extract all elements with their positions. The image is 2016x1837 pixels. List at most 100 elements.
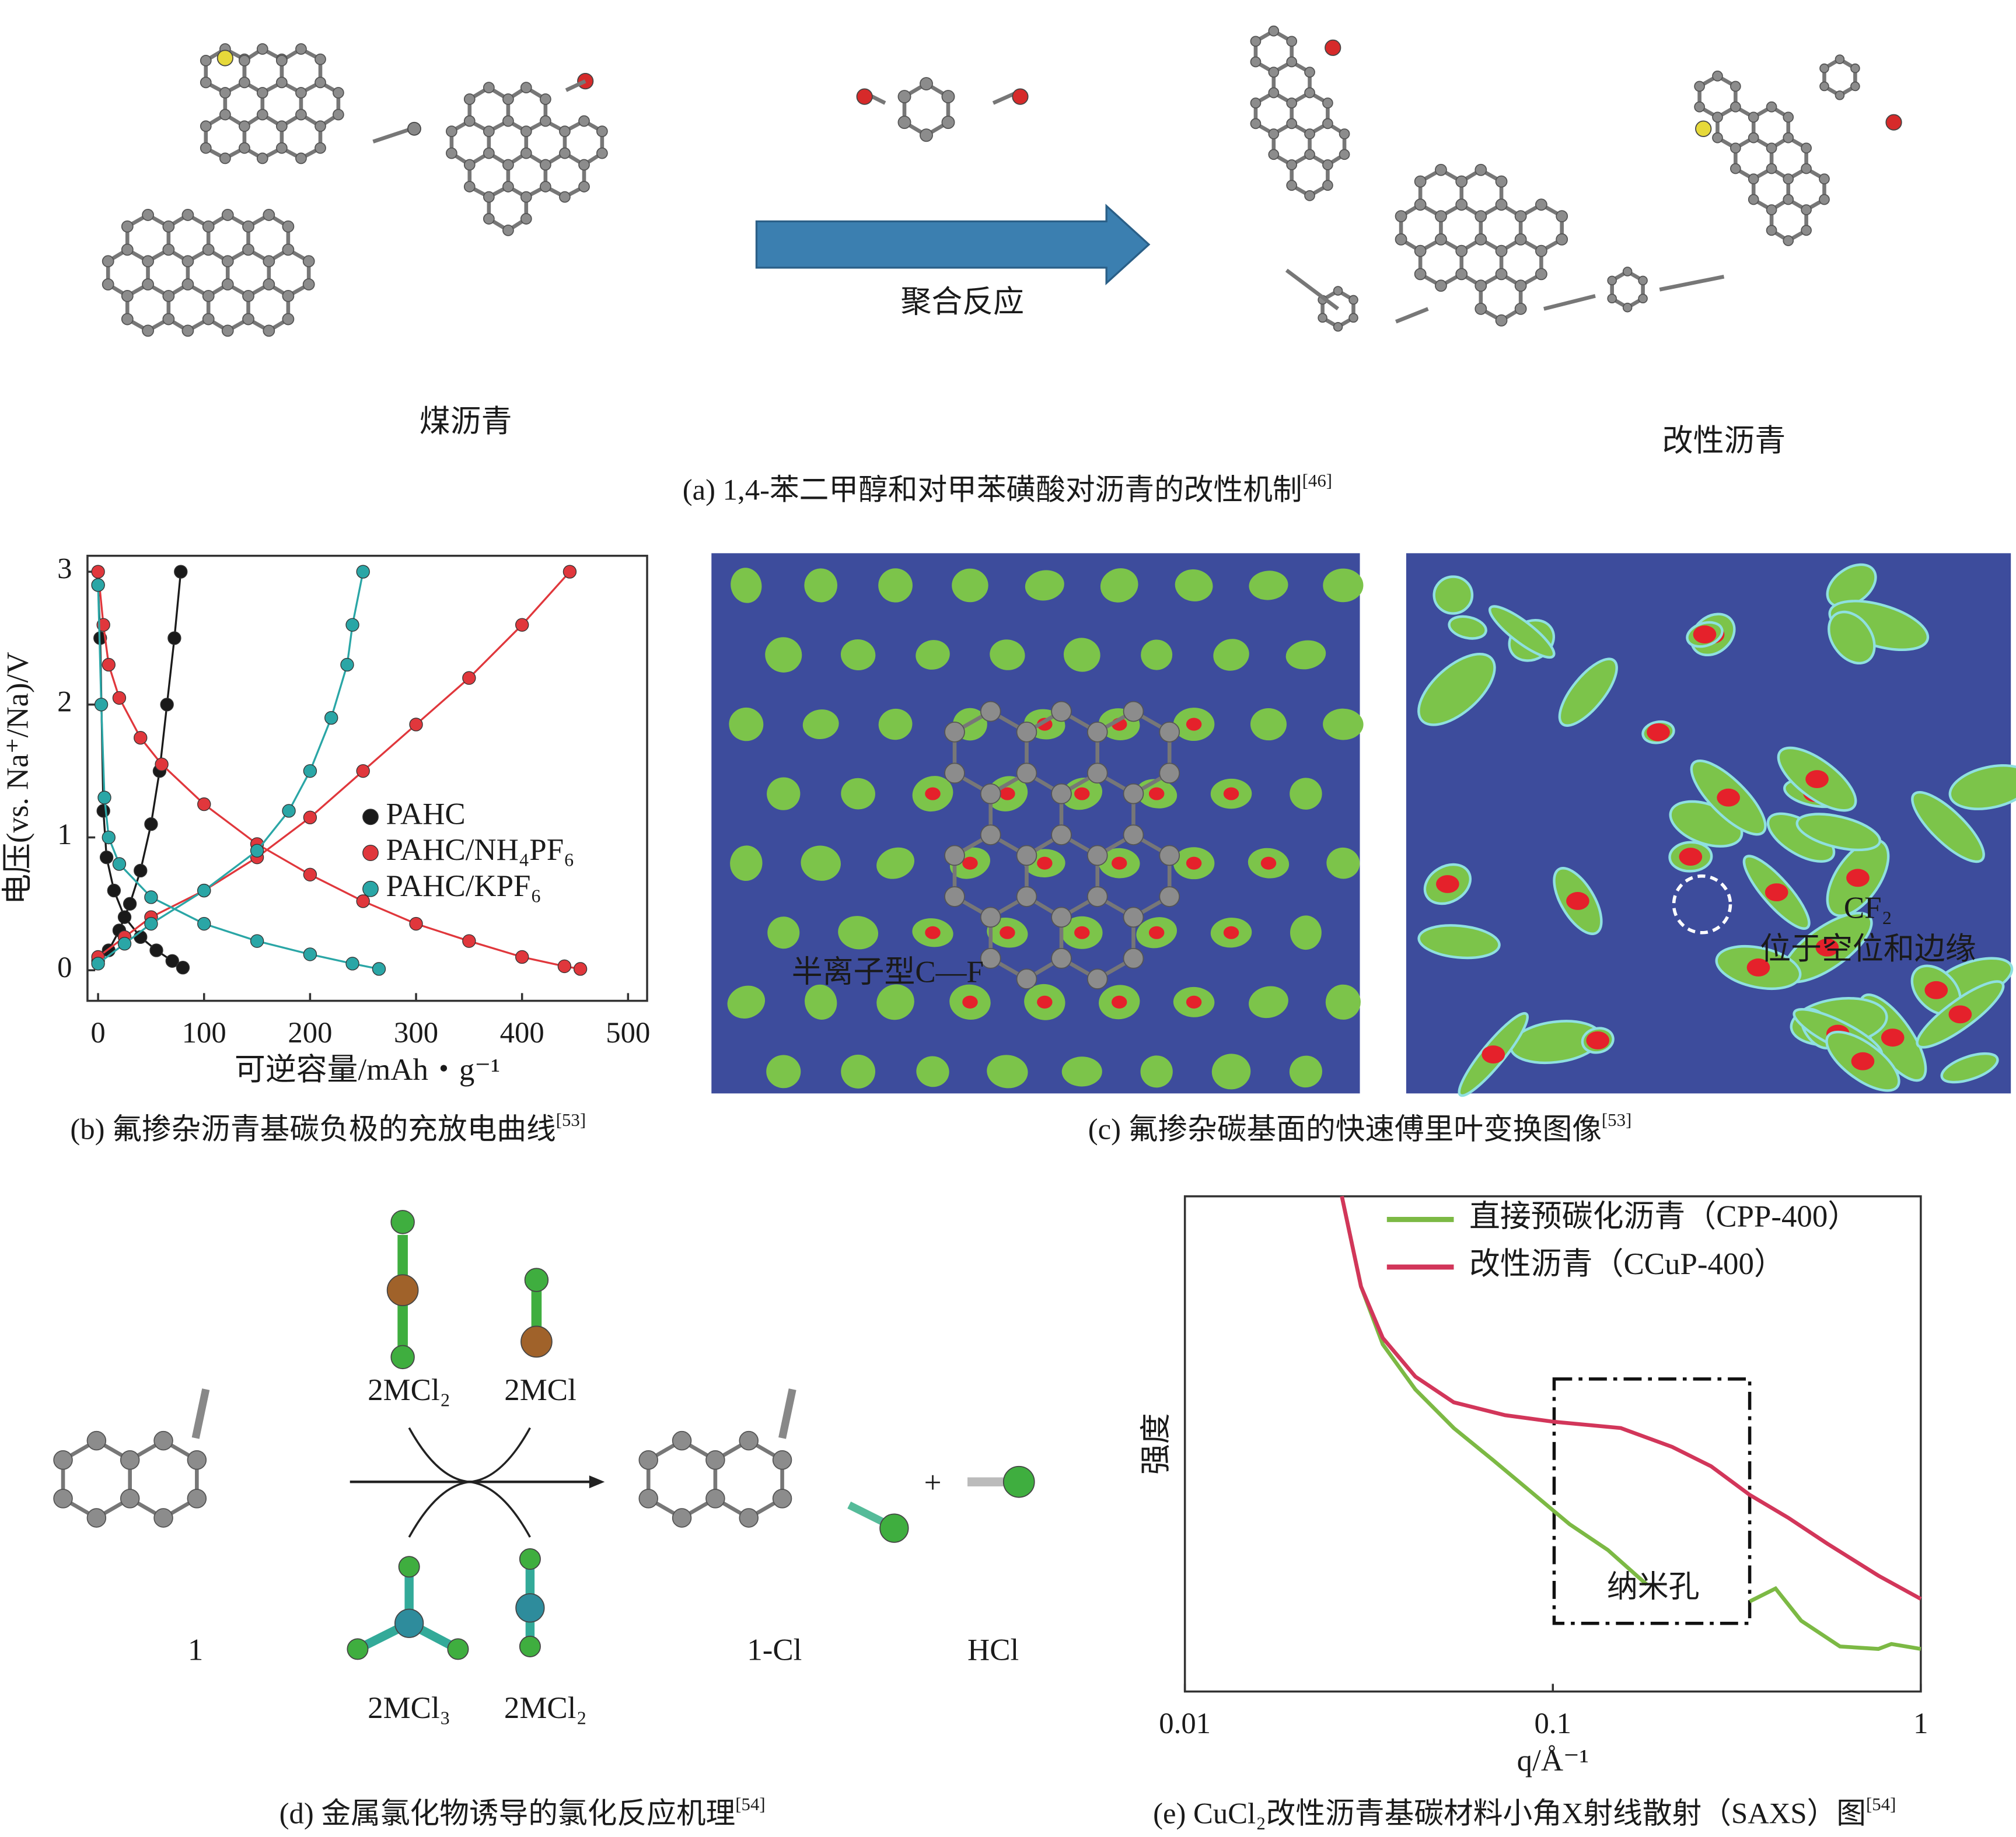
illustrations xyxy=(53,25,2016,1660)
atom xyxy=(483,82,495,94)
atom xyxy=(483,213,495,225)
atom xyxy=(1016,845,1037,866)
atom xyxy=(162,220,175,233)
atom xyxy=(407,121,421,136)
data-point xyxy=(112,691,127,705)
atom xyxy=(1159,721,1180,743)
atom xyxy=(1748,173,1759,185)
label: + xyxy=(924,1466,942,1500)
atom xyxy=(1395,210,1407,223)
label: 2MCl₂ xyxy=(504,1691,587,1725)
atom xyxy=(1051,783,1072,804)
atom xyxy=(347,1638,369,1660)
atom xyxy=(1086,968,1108,989)
atom xyxy=(1748,132,1759,144)
atom xyxy=(1495,198,1508,211)
atom xyxy=(142,278,154,291)
data-point xyxy=(144,916,158,931)
fft-peak xyxy=(1186,718,1202,731)
data-point xyxy=(102,830,116,845)
fft-peak xyxy=(962,995,978,1009)
x-axis-label: q/Å⁻¹ xyxy=(1517,1744,1589,1777)
atom xyxy=(520,1325,553,1358)
atom xyxy=(181,255,194,268)
atom xyxy=(1414,268,1427,281)
atom xyxy=(1783,194,1794,205)
atom xyxy=(153,1508,173,1528)
atom xyxy=(559,147,571,159)
atom xyxy=(1455,268,1468,281)
atom xyxy=(1514,302,1527,315)
atom xyxy=(221,324,234,337)
series-line xyxy=(97,571,581,970)
atom xyxy=(1333,321,1343,332)
data-point xyxy=(160,698,174,712)
atom xyxy=(219,152,231,165)
atom xyxy=(559,125,571,138)
atom xyxy=(980,783,1001,804)
atom xyxy=(1435,210,1447,223)
fft-spot xyxy=(1448,615,1487,640)
atom xyxy=(980,824,1001,845)
atom xyxy=(1514,279,1527,292)
atom xyxy=(483,191,495,203)
fft-spot xyxy=(1175,569,1213,601)
caption: (e) CuCl₂改性沥青基碳材料小角X射线散射（SAXS）图[54] xyxy=(1153,1794,1896,1829)
fft-peak xyxy=(962,856,978,870)
atom xyxy=(1339,149,1350,160)
atom xyxy=(1304,87,1315,99)
reaction-arrow xyxy=(755,204,1151,286)
fft-spot xyxy=(1290,778,1322,810)
atom xyxy=(1123,907,1144,928)
atom xyxy=(120,1489,140,1509)
atom xyxy=(638,1450,659,1470)
fft-peak xyxy=(1148,926,1165,939)
label: 聚合反应 xyxy=(900,285,1024,319)
atom xyxy=(315,76,326,89)
y-tick-label: 2 xyxy=(57,685,72,718)
atom xyxy=(181,278,194,291)
atom xyxy=(483,125,495,138)
atom xyxy=(187,1489,207,1509)
atom xyxy=(944,886,965,907)
bond xyxy=(1285,268,1340,311)
atom xyxy=(1607,293,1617,304)
atom xyxy=(295,109,307,121)
fft-spot xyxy=(731,568,762,603)
fft-peak xyxy=(1851,1052,1875,1070)
caption: (c) 氟掺杂碳基面的快速傅里叶变换图像[53] xyxy=(1088,1110,1632,1145)
atom xyxy=(239,120,250,132)
fft-spot xyxy=(878,568,913,603)
atom xyxy=(1475,233,1487,246)
fft-peak xyxy=(1846,869,1870,887)
atom xyxy=(1475,163,1487,176)
atom xyxy=(502,159,514,171)
atom xyxy=(1268,87,1280,99)
atom xyxy=(1801,142,1812,154)
fft-peak xyxy=(1037,995,1053,1009)
atom xyxy=(1819,63,1829,74)
atom xyxy=(1475,302,1487,315)
fft-spot xyxy=(804,568,838,603)
fft-spot xyxy=(1213,639,1249,671)
fft-spot xyxy=(765,637,802,673)
atom xyxy=(1535,198,1547,211)
atom xyxy=(1318,313,1327,323)
fft-peak xyxy=(1586,1031,1610,1049)
fft-spot xyxy=(987,1055,1028,1089)
fft-spot xyxy=(766,1055,801,1089)
atom xyxy=(1783,132,1794,144)
atom xyxy=(1819,81,1829,92)
atom xyxy=(1016,721,1037,743)
atom xyxy=(1783,111,1794,123)
atom xyxy=(1086,721,1108,743)
atom xyxy=(86,1508,107,1528)
atom xyxy=(275,142,288,154)
atom xyxy=(102,278,114,291)
atom xyxy=(219,109,231,121)
atom xyxy=(1322,97,1333,109)
atom xyxy=(242,243,254,256)
atom xyxy=(315,142,326,154)
fft-spot xyxy=(841,1054,876,1089)
caption-ref: [46] xyxy=(1302,471,1332,491)
